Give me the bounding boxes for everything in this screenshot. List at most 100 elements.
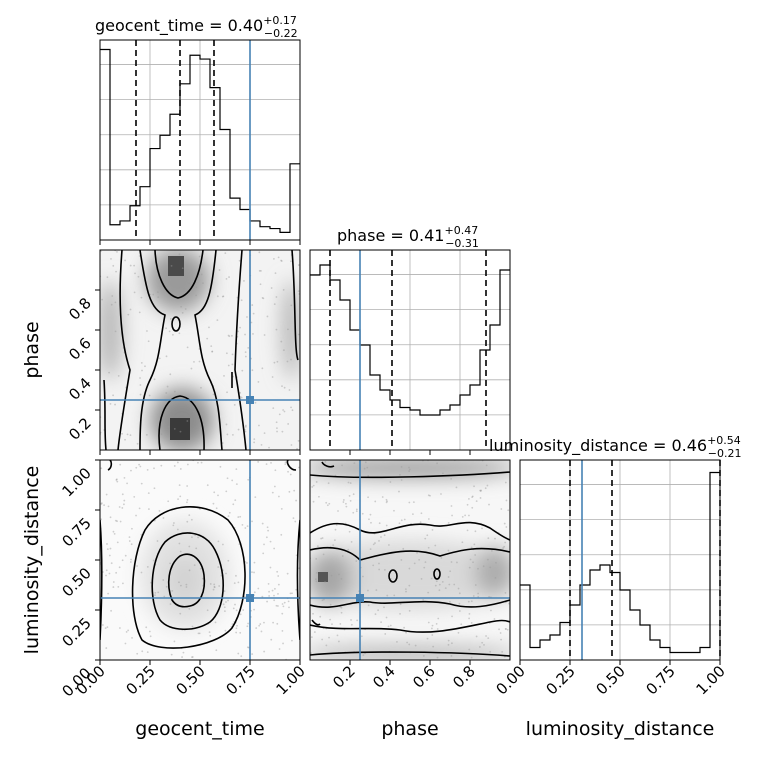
scatter-point: [197, 632, 200, 635]
scatter-point: [242, 609, 245, 611]
scatter-point: [451, 514, 453, 517]
scatter-point: [504, 591, 507, 594]
scatter-point: [385, 616, 388, 619]
scatter-point: [466, 529, 469, 532]
hist-step-luminosity-distance: [520, 471, 720, 654]
scatter-point: [119, 463, 122, 466]
scatter-point: [253, 561, 256, 564]
hist-geocent-time-marks: [100, 40, 300, 240]
scatter-point: [153, 467, 155, 470]
scatter-point: [274, 469, 277, 472]
hist-bin: [120, 221, 130, 240]
scatter-point: [214, 621, 217, 624]
scatter-point: [170, 264, 173, 267]
scatter-point: [355, 510, 358, 513]
scatter-point: [499, 632, 502, 634]
scatter-point: [400, 465, 403, 468]
scatter-point: [313, 631, 316, 633]
scatter-point: [170, 653, 173, 656]
scatter-point: [124, 259, 126, 262]
scatter-point: [186, 520, 189, 523]
scatter-point: [244, 355, 247, 358]
scatter-point: [501, 650, 504, 653]
scatter-point: [237, 581, 240, 584]
contour-small-island: [433, 568, 441, 580]
scatter-point: [106, 626, 109, 629]
scatter-point: [473, 485, 475, 488]
scatter-point: [399, 603, 402, 606]
scatter-point: [206, 337, 209, 340]
scatter-point: [252, 312, 255, 315]
scatter-point: [181, 267, 184, 270]
scatter-point: [133, 264, 136, 267]
scatter-point: [329, 618, 332, 621]
hist-bin: [550, 635, 560, 660]
scatter-point: [237, 516, 240, 518]
scatter-point: [486, 484, 489, 487]
scatter-point: [178, 581, 180, 584]
scatter-point: [222, 295, 225, 298]
scatter-point: [145, 433, 148, 436]
scatter-point: [378, 522, 381, 525]
scatter-point: [237, 652, 240, 655]
scatter-point: [165, 355, 168, 358]
scatter-point: [451, 642, 453, 645]
scatter-point: [136, 442, 139, 445]
scatter-point: [232, 607, 235, 610]
scatter-point: [105, 574, 107, 577]
scatter-point: [181, 656, 183, 658]
scatter-point: [228, 276, 230, 278]
scatter-point: [475, 635, 478, 638]
xlabel-luminosity-distance: luminosity_distance: [526, 718, 715, 740]
scatter-point: [109, 402, 112, 405]
scatter-point: [198, 632, 201, 635]
scatter-point: [270, 461, 272, 464]
scatter-point: [198, 255, 201, 258]
scatter-point: [109, 516, 112, 519]
contour-inner-bottom: [158, 395, 205, 450]
scatter-point: [345, 502, 347, 505]
scatter-point: [271, 589, 274, 592]
hist-bin: [470, 385, 480, 450]
scatter-point: [146, 566, 149, 568]
scatter-point: [470, 546, 473, 549]
contour-upper-inner: [310, 546, 510, 561]
scatter-point: [260, 270, 262, 272]
hist-bin: [250, 221, 260, 240]
scatter-point: [180, 305, 183, 308]
scatter-point: [478, 646, 481, 648]
luminosity-distance-tick-label: 0.25: [58, 614, 94, 650]
hist-bin: [370, 375, 380, 450]
scatter-point: [340, 606, 343, 609]
scatter-point: [310, 652, 312, 655]
scatter-point: [165, 327, 168, 330]
scatter-point: [250, 321, 253, 324]
scatter-point: [504, 541, 507, 544]
scatter-point: [257, 587, 260, 590]
scatter-point: [238, 543, 241, 546]
scatter-point: [198, 360, 201, 363]
contour-edge-right: [291, 250, 299, 361]
scatter-point: [347, 548, 350, 551]
scatter-point: [468, 612, 471, 615]
hist-step-geocent-time: [100, 48, 300, 233]
hist-bin: [150, 149, 160, 240]
scatter-point: [105, 647, 108, 649]
hist-bin: [530, 648, 540, 661]
scatter-point: [183, 287, 186, 290]
scatter-point: [225, 601, 227, 603]
scatter-point: [121, 493, 124, 496]
hist-bin: [700, 648, 710, 661]
scatter-point: [363, 467, 366, 470]
hist-bin: [320, 265, 330, 450]
truth-marker: [356, 594, 364, 602]
scatter-point: [225, 352, 228, 355]
hist-bin: [330, 280, 340, 450]
scatter-point: [188, 545, 191, 548]
scatter-point: [271, 376, 274, 378]
hist-bin: [260, 227, 270, 240]
scatter-point: [461, 515, 464, 518]
hist-bin: [290, 164, 300, 240]
scatter-point: [154, 591, 157, 594]
scatter-point: [240, 396, 243, 399]
